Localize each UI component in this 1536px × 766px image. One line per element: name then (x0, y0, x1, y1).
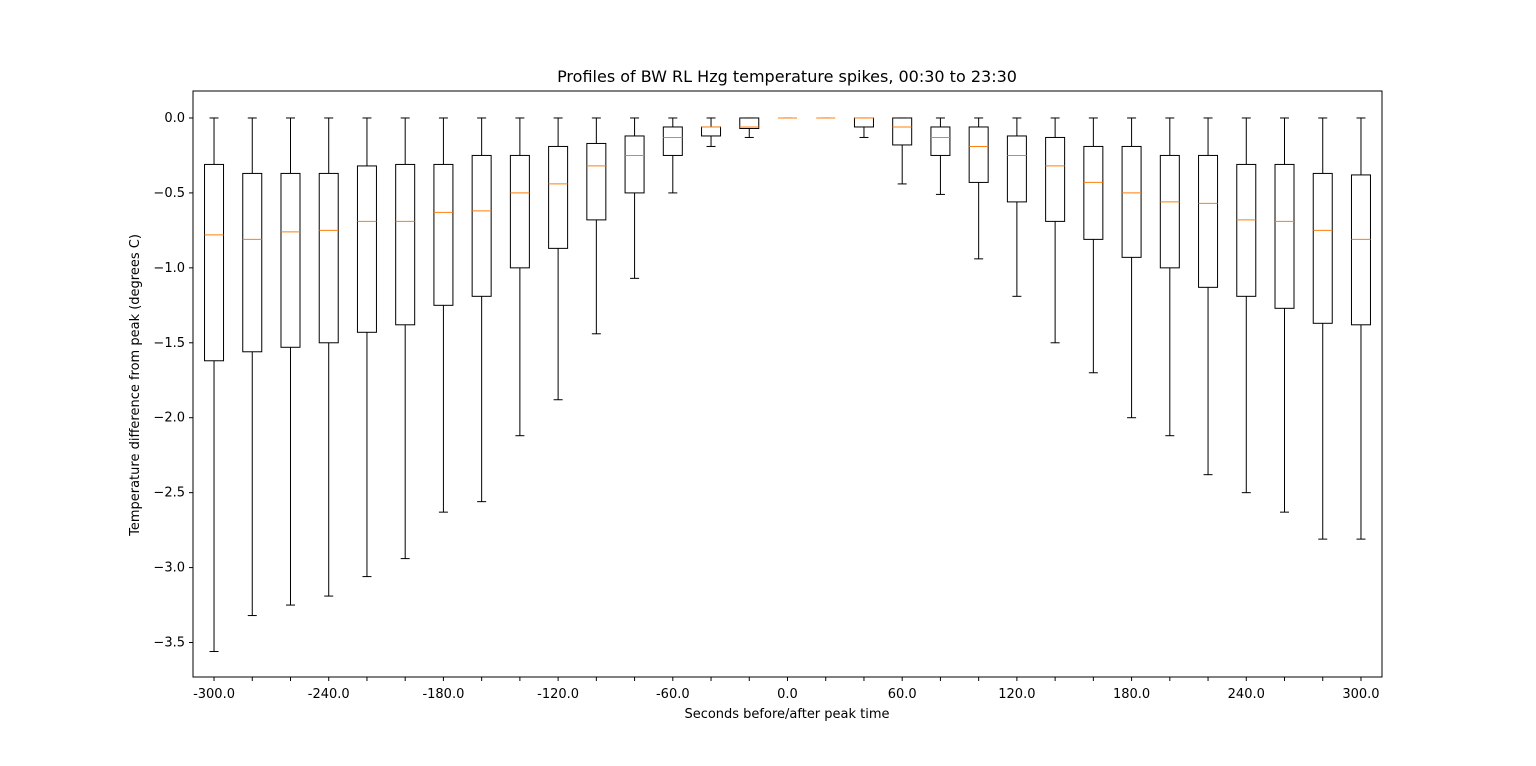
box-group (318, 117, 339, 597)
iqr-box (1045, 136, 1066, 222)
box-group (356, 117, 377, 578)
x-tick-label: 240.0 (1228, 687, 1265, 702)
axes-frame (192, 90, 1383, 678)
y-axis: 0.0 −0.5 −1.0 −1.5 −2.0 −2.5 −3.0 −3.5 (153, 111, 193, 651)
box-group (509, 117, 530, 437)
box-group (204, 117, 225, 653)
iqr-box (892, 117, 913, 146)
box-group (1236, 117, 1257, 494)
box-group (624, 117, 645, 279)
box-group (701, 117, 722, 147)
iqr-box (853, 117, 874, 128)
iqr-box (395, 163, 416, 326)
iqr-box (1121, 145, 1142, 258)
iqr-box (1350, 174, 1371, 326)
box-group (968, 117, 989, 260)
box-group (853, 117, 874, 138)
box-group (662, 117, 683, 194)
iqr-box (1312, 172, 1333, 324)
iqr-box (509, 154, 530, 269)
iqr-box (1159, 154, 1180, 269)
x-tick-label: 60.0 (888, 687, 917, 702)
x-tick-label: -60.0 (656, 687, 690, 702)
iqr-box (548, 145, 569, 249)
box-group (1198, 117, 1219, 476)
y-tick-label: −0.5 (153, 186, 185, 201)
y-tick-label: 0.0 (164, 111, 185, 126)
iqr-box (433, 163, 454, 306)
box-group (395, 117, 416, 560)
iqr-box (701, 126, 722, 137)
box-group (1121, 117, 1142, 419)
y-tick-label: −2.0 (153, 411, 185, 426)
box-group (471, 117, 492, 503)
iqr-box (280, 172, 301, 348)
box-group (280, 117, 301, 606)
x-tick-label: -240.0 (308, 687, 350, 702)
iqr-box (739, 117, 760, 129)
y-axis-label: Temperature difference from peak (degree… (128, 234, 143, 537)
iqr-box (242, 172, 263, 353)
x-tick-label: -300.0 (193, 687, 235, 702)
y-tick-label: −2.5 (153, 486, 185, 501)
box-group (1312, 117, 1333, 540)
box-group (242, 117, 263, 617)
chart-title: Profiles of BW RL Hzg temperature spikes… (557, 67, 1017, 86)
iqr-box (1083, 145, 1104, 240)
box-group (1159, 117, 1180, 437)
y-tick-label: −1.5 (153, 336, 185, 351)
box-group (930, 117, 951, 195)
x-tick-label: 300.0 (1342, 687, 1379, 702)
iqr-box (662, 126, 683, 156)
box-group (1045, 117, 1066, 344)
y-tick-label: −1.0 (153, 261, 185, 276)
iqr-box (586, 142, 607, 221)
iqr-box (318, 172, 339, 344)
x-tick-label: 120.0 (998, 687, 1035, 702)
x-axis-label: Seconds before/after peak time (684, 707, 889, 722)
y-tick-label: −3.5 (153, 636, 185, 651)
iqr-box (1274, 163, 1295, 309)
box-group (586, 117, 607, 335)
box-group (739, 117, 760, 138)
iqr-box (1006, 135, 1027, 203)
y-tick-label: −3.0 (153, 561, 185, 576)
box-group (1006, 117, 1027, 297)
box-group (1350, 117, 1371, 540)
box-group (433, 117, 454, 513)
iqr-box (204, 163, 225, 362)
x-tick-label: -120.0 (537, 687, 579, 702)
x-tick-label: 0.0 (777, 687, 798, 702)
iqr-box (471, 154, 492, 297)
box-group (548, 117, 569, 401)
iqr-box (356, 165, 377, 333)
box-group (1274, 117, 1295, 513)
x-tick-label: 180.0 (1113, 687, 1150, 702)
x-axis: -300.0 -240.0 -180.0 -120.0 -60.0 0.0 60.0 120.… (193, 677, 1380, 702)
box-group (1083, 117, 1104, 374)
iqr-box (1236, 163, 1257, 297)
box-group (892, 117, 913, 185)
iqr-box (1198, 154, 1219, 288)
iqr-box (968, 126, 989, 183)
plot-area (204, 117, 1371, 653)
iqr-box (624, 135, 645, 194)
iqr-box (930, 126, 951, 156)
x-tick-label: -180.0 (422, 687, 464, 702)
